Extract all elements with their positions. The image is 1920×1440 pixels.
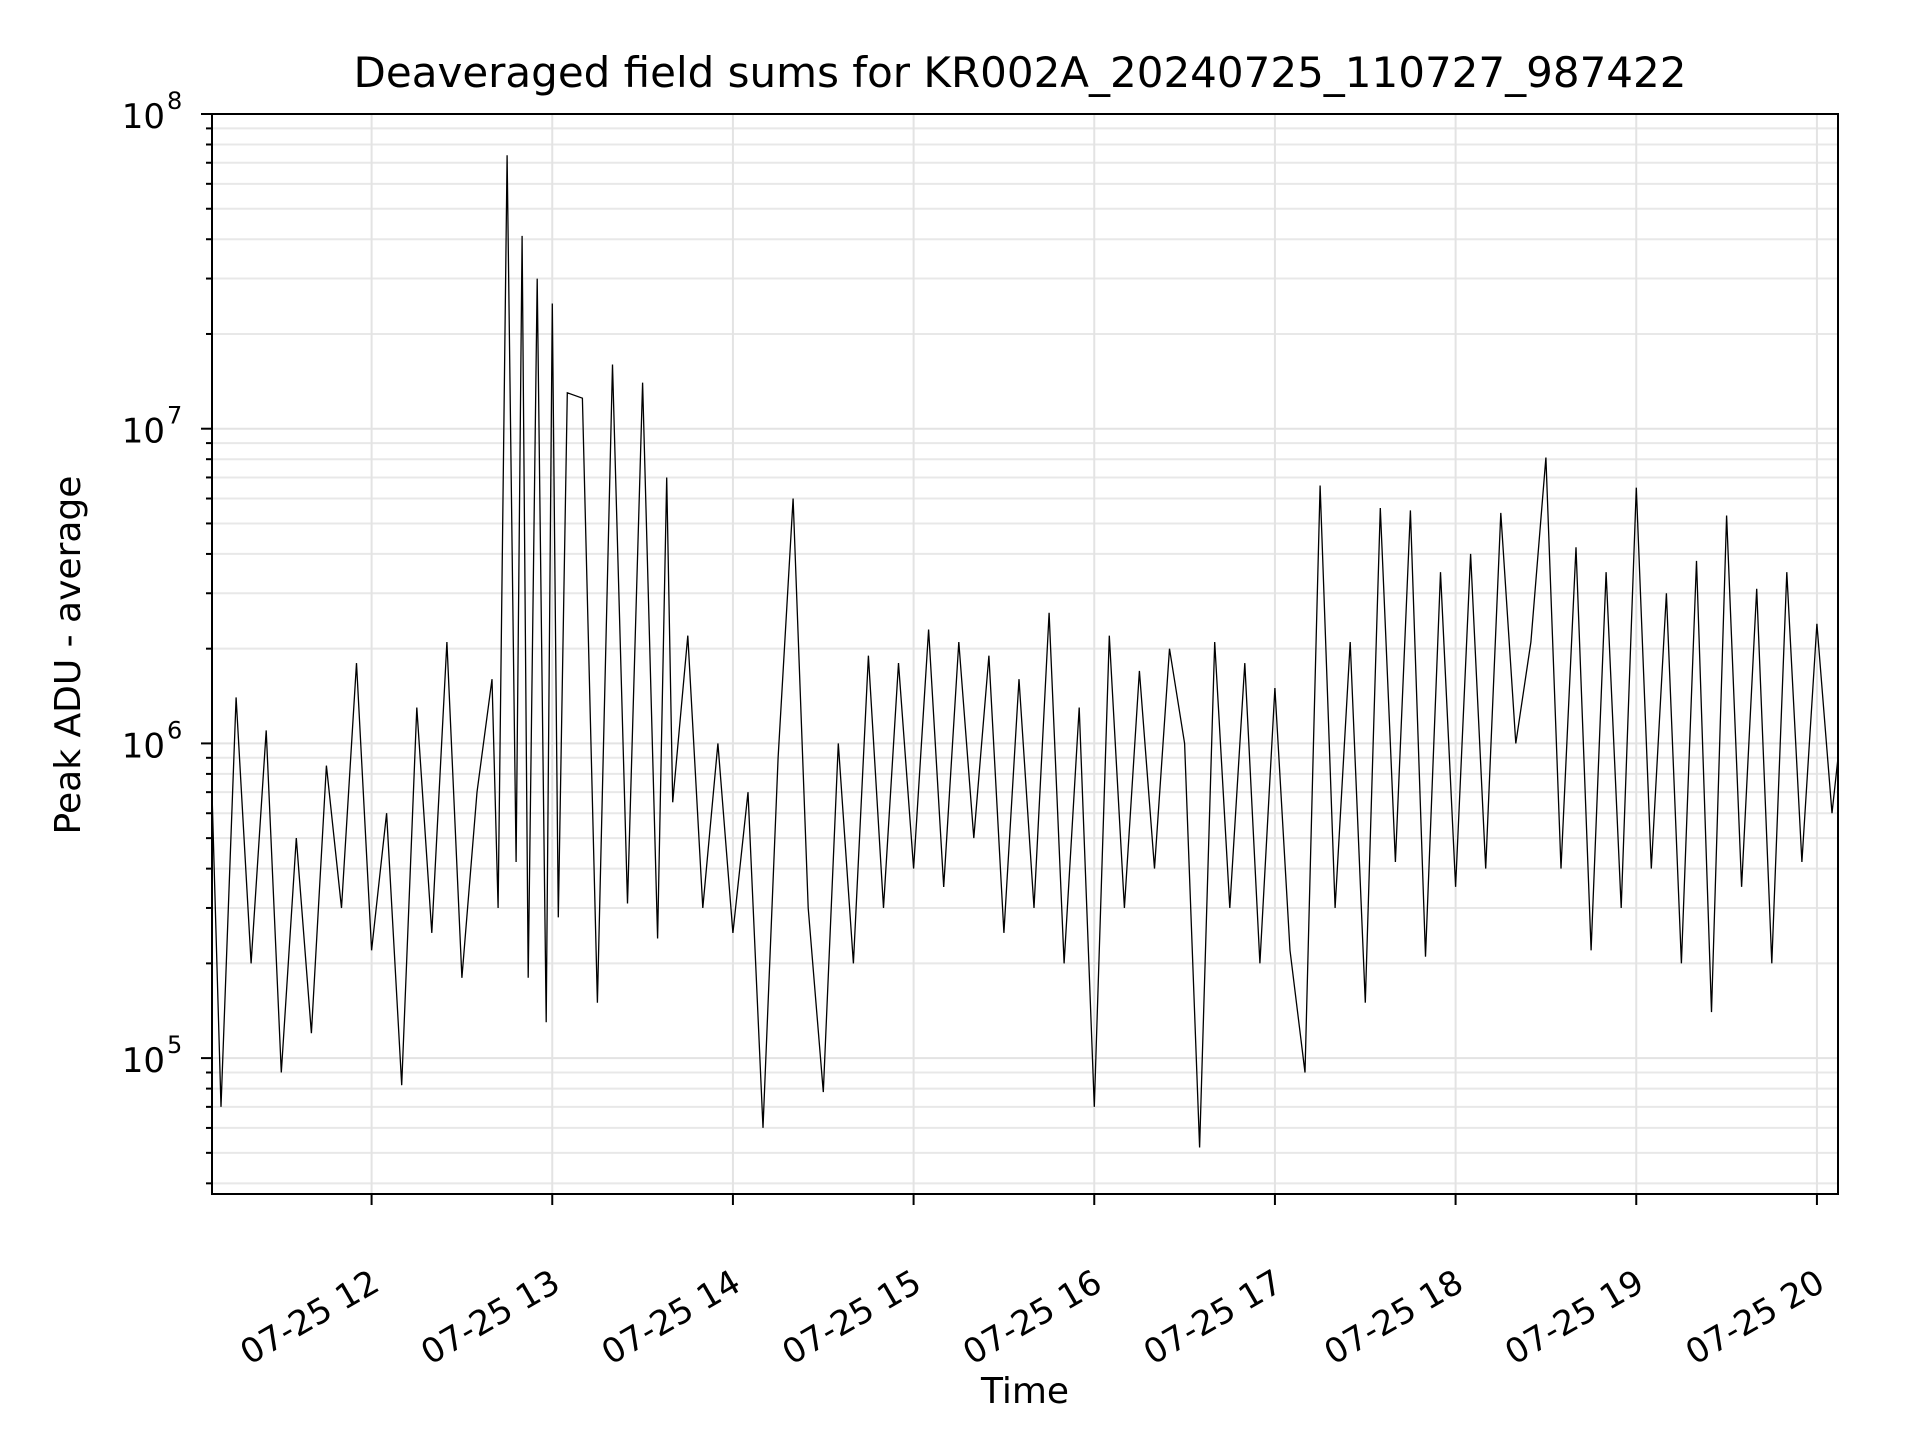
y-tick-base: 10 (122, 726, 165, 766)
y-tick-exponent: 8 (167, 87, 182, 115)
x-tick-label: 07-25 20 (1679, 1262, 1831, 1373)
y-tick-label: 10 7 (122, 402, 183, 452)
x-tick-label: 07-25 16 (956, 1262, 1108, 1373)
x-tick-label: 07-25 18 (1318, 1262, 1470, 1373)
x-tick-label: 07-25 15 (776, 1262, 928, 1373)
y-tick-label: 10 6 (122, 716, 183, 766)
data-series-line (211, 155, 1839, 1148)
grid (212, 113, 1838, 1194)
y-tick-exponent: 6 (167, 716, 182, 744)
x-tick-label: 07-25 19 (1498, 1262, 1650, 1373)
y-tick-label: 10 5 (122, 1031, 183, 1081)
x-tick-label: 07-25 17 (1137, 1262, 1289, 1373)
x-tick-label: 07-25 14 (595, 1262, 747, 1373)
plot-area (211, 113, 1839, 1195)
chart-title: Deaveraged field sums for KR002A_2024072… (354, 48, 1687, 97)
plot-frame (211, 113, 1839, 1195)
x-axis-label: Time (980, 1371, 1069, 1412)
y-tick-label: 10 8 (122, 87, 183, 137)
y-tick-exponent: 7 (167, 402, 182, 430)
y-tick-base: 10 (122, 97, 165, 137)
y-tick-exponent: 5 (167, 1031, 182, 1059)
y-tick-base: 10 (122, 412, 165, 452)
y-tick-base: 10 (122, 1041, 165, 1081)
y-axis-label: Peak ADU - average (48, 476, 89, 835)
x-axis: 07-25 12 07-25 13 07-25 14 07-25 15 07-25 16… (234, 1194, 1831, 1373)
x-tick-label: 07-25 13 (414, 1262, 566, 1373)
x-tick-label: 07-25 12 (234, 1262, 386, 1373)
